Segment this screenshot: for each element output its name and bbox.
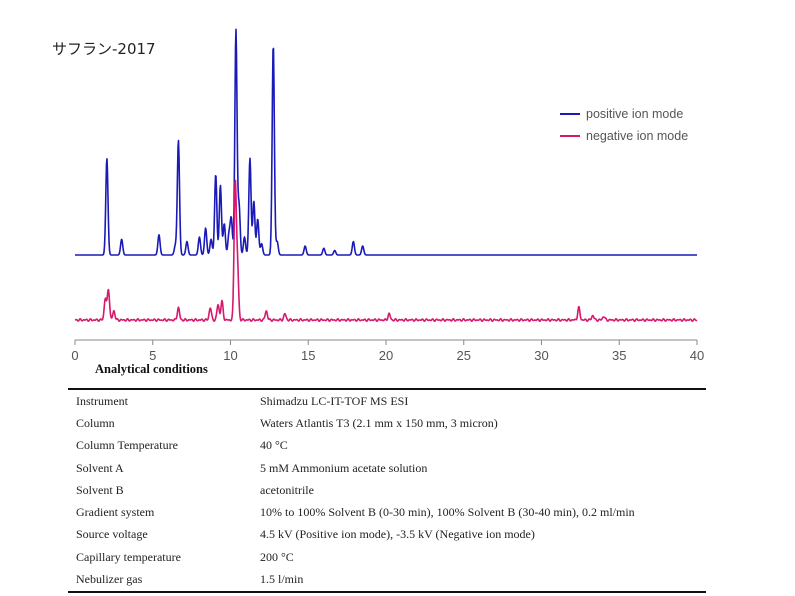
condition-value: 5 mM Ammonium acetate solution bbox=[260, 460, 428, 475]
condition-param: Instrument bbox=[76, 393, 128, 408]
conditions-row: Gradient system 10% to 100% Solvent B (0-… bbox=[68, 501, 706, 523]
condition-param: Source voltage bbox=[76, 527, 148, 542]
condition-param: Solvent B bbox=[76, 482, 124, 497]
condition-value: Waters Atlantis T3 (2.1 mm x 150 mm, 3 m… bbox=[260, 415, 498, 430]
legend-label-negative: negative ion mode bbox=[586, 129, 689, 143]
x-tick-label: 5 bbox=[149, 348, 156, 363]
conditions-title: Analytical conditions bbox=[95, 362, 208, 376]
condition-param: Nebulizer gas bbox=[76, 572, 143, 587]
conditions-row: Column Temperature 40 °C bbox=[68, 435, 706, 457]
chart-title: サフラン-2017 bbox=[52, 40, 156, 58]
condition-value: 40 °C bbox=[260, 438, 288, 453]
condition-value: acetonitrile bbox=[260, 482, 314, 497]
x-tick-label: 25 bbox=[457, 348, 471, 363]
legend-label-positive: positive ion mode bbox=[586, 107, 684, 121]
legend-item-positive: positive ion mode bbox=[560, 107, 683, 121]
condition-param: Column Temperature bbox=[76, 438, 178, 453]
series-line-positive bbox=[74, 28, 698, 256]
conditions-table-body: Instrument Shimadzu LC-IT-TOF MS ESI Colum… bbox=[68, 389, 706, 592]
condition-value: 4.5 kV (Positive ion mode), -3.5 kV (Neg… bbox=[260, 527, 535, 542]
legend-swatch-positive bbox=[560, 113, 580, 115]
condition-param: Solvent A bbox=[76, 460, 124, 475]
condition-value: 1.5 l/min bbox=[260, 572, 304, 587]
conditions-row: Capillary temperature 200 °C bbox=[68, 546, 706, 568]
condition-value: Shimadzu LC-IT-TOF MS ESI bbox=[260, 393, 409, 408]
x-tick-label: 20 bbox=[379, 348, 393, 363]
x-tick-label: 35 bbox=[612, 348, 626, 363]
condition-value: 200 °C bbox=[260, 549, 294, 564]
x-tick-label: 10 bbox=[223, 348, 237, 363]
series-line-negative bbox=[74, 179, 698, 323]
condition-param: Gradient system bbox=[76, 505, 155, 520]
x-tick-label: 30 bbox=[534, 348, 548, 363]
x-tick-label: 40 bbox=[690, 348, 704, 363]
condition-param: Capillary temperature bbox=[76, 549, 181, 564]
conditions-row: Source voltage 4.5 kV (Positive ion mode)… bbox=[68, 524, 706, 546]
conditions-table: Instrument Shimadzu LC-IT-TOF MS ESI Colum… bbox=[68, 388, 706, 593]
legend-item-negative: negative ion mode bbox=[560, 129, 688, 143]
condition-param: Column bbox=[76, 415, 115, 430]
chromatogram-chart: 0 5 10 15 20 25 30 35 40 bbox=[71, 28, 704, 363]
legend-swatch-negative bbox=[560, 135, 580, 137]
condition-value: 10% to 100% Solvent B (0-30 min), 100% S… bbox=[260, 505, 635, 520]
chromatogram-traces bbox=[74, 28, 698, 323]
x-tick-label: 15 bbox=[301, 348, 315, 363]
conditions-row: Nebulizer gas 1.5 l/min bbox=[68, 568, 706, 591]
conditions-row: Column Waters Atlantis T3 (2.1 mm x 150 m… bbox=[68, 412, 706, 434]
x-axis-ticks: 0 5 10 15 20 25 30 35 40 bbox=[71, 340, 704, 363]
conditions-row: Solvent A 5 mM Ammonium acetate solution bbox=[68, 457, 706, 479]
conditions-row: Solvent B acetonitrile bbox=[68, 479, 706, 501]
x-tick-label: 0 bbox=[71, 348, 78, 363]
conditions-row: Instrument Shimadzu LC-IT-TOF MS ESI bbox=[68, 389, 706, 412]
